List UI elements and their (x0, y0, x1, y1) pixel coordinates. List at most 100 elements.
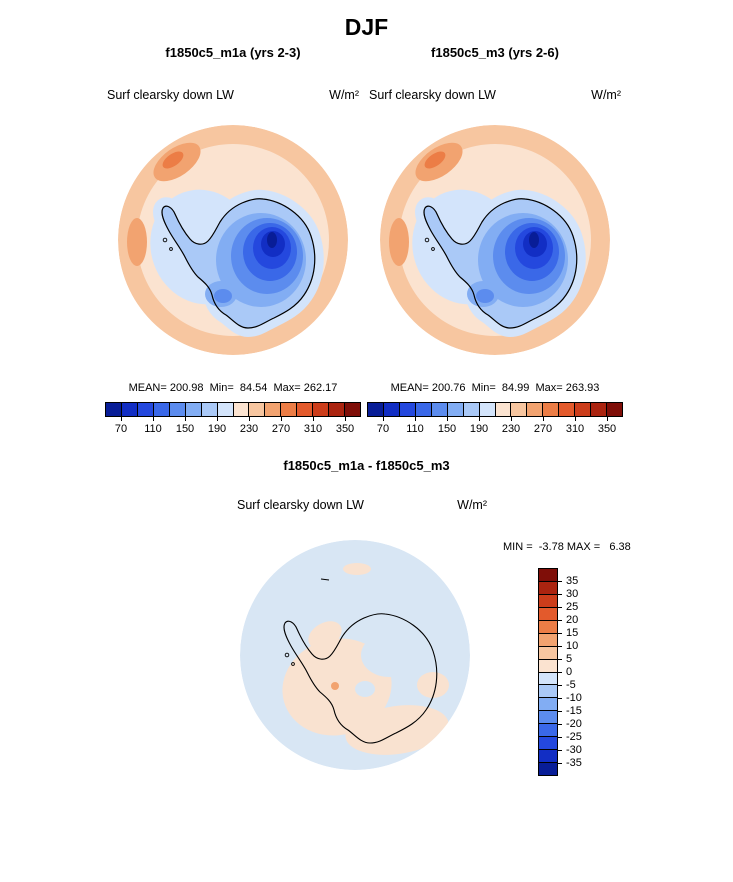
colorbar-segment (169, 403, 186, 416)
colorbar-tick-label: 20 (566, 614, 579, 626)
colorbar-tick (217, 417, 218, 421)
colorbar-segment (121, 403, 138, 416)
colorbar-tick (415, 417, 416, 421)
ice-core (267, 232, 277, 248)
colorbar-m1a: 70 110 150 190 230 270 310 350 (105, 402, 361, 435)
variable-label: Surf clearsky down LW (237, 498, 364, 512)
colorbar-tick-label: -25 (566, 731, 582, 743)
colorbar-tick-label: 150 (175, 423, 195, 435)
colorbar-segment (368, 403, 384, 416)
colorbar-tick (447, 417, 448, 421)
colorbar-tick (558, 698, 562, 699)
colorbar-tick (558, 685, 562, 686)
colorbar-segment (233, 403, 250, 416)
colorbar-tick (558, 672, 562, 673)
colorbar-segment (539, 581, 557, 595)
colorbar-segment (479, 403, 496, 416)
diff-warm-patch-3 (417, 672, 449, 698)
colorbar-segment (281, 403, 298, 416)
colorbar-tick-label: 110 (144, 423, 162, 435)
colorbar-segment (539, 672, 557, 686)
colorbar-segment (539, 685, 557, 699)
colorbar-tick (313, 417, 314, 421)
colorbar-segment (495, 403, 512, 416)
colorbar-segment (559, 403, 576, 416)
colorbar-segment (539, 659, 557, 673)
ice-core (529, 232, 539, 248)
colorbar-tick (558, 737, 562, 738)
colorbar-segment (463, 403, 480, 416)
colorbar-tick-label: 70 (114, 423, 128, 435)
colorbar-segment (539, 594, 557, 608)
colorbar-tick-label: -20 (566, 718, 582, 730)
colorbar-segment (201, 403, 218, 416)
colorbar-segment (153, 403, 170, 416)
colorbar-segment (539, 763, 557, 775)
colorbar-tick (383, 417, 384, 421)
colorbar-segment (591, 403, 608, 416)
colorbar-tick (153, 417, 154, 421)
colorbar-tick (558, 711, 562, 712)
colorbar-tick-label: 310 (303, 423, 323, 435)
units-label: W/m² (591, 88, 621, 102)
colorbar-segment (539, 698, 557, 712)
warm-patch-w (389, 218, 409, 266)
coastline (283, 613, 438, 744)
island-icon (431, 247, 435, 251)
island-icon (424, 237, 430, 243)
colorbar-tick (281, 417, 282, 421)
island-icon (169, 247, 173, 251)
colorbar-tick-label: 350 (335, 423, 355, 435)
diff-minmax: MIN = -3.78 MAX = 6.38 (503, 541, 631, 553)
colorbar-tick-label: 5 (566, 653, 573, 665)
colorbar-tick-label: 35 (566, 575, 579, 587)
colorbar-segment (297, 403, 314, 416)
stats-m1a: MEAN= 200.98 Min= 84.54 Max= 262.17 (128, 382, 338, 394)
island-icon (291, 662, 295, 666)
map-difference (240, 540, 470, 770)
panel-m1a-var-row: Surf clearsky down LW W/m² (105, 88, 361, 102)
colorbar-tick-label: -5 (566, 679, 576, 691)
diff-cool-patch-1 (361, 633, 417, 677)
colorbar-difference: 35 30 25 20 15 10 5 0 -5 -10 -15 -20 -25 -30 -35 (538, 568, 582, 776)
colorbar-tick (558, 659, 562, 660)
colorbar-tick (558, 607, 562, 608)
panel-m1a: f1850c5_m1a (yrs 2-3) Surf clearsky down… (105, 45, 361, 435)
colorbar-tick-label: -10 (566, 692, 582, 704)
panel-m3-var-row: Surf clearsky down LW W/m² (367, 88, 623, 102)
colorbar-segment (607, 403, 622, 416)
warm-patch-w (127, 218, 147, 266)
units-label: W/m² (457, 498, 487, 512)
colorbar-segment (383, 403, 400, 416)
colorbar-segment (511, 403, 528, 416)
colorbar-tick (479, 417, 480, 421)
diff-cool-patch-2 (355, 681, 375, 697)
colorbar-tick (607, 417, 608, 421)
colorbar-segment (527, 403, 544, 416)
map-m1a (118, 125, 348, 355)
diff-var-row: Surf clearsky down LW W/m² (237, 498, 487, 512)
diff-warm-spot (331, 682, 339, 690)
colorbar-tick (558, 633, 562, 634)
colorbar-tick-label: 190 (207, 423, 227, 435)
colorbar-segment (539, 569, 557, 582)
diff-title: f1850c5_m1a - f1850c5_m3 (283, 458, 450, 473)
stats-m3: MEAN= 200.76 Min= 84.99 Max= 263.93 (390, 382, 600, 394)
colorbar-segment (345, 403, 360, 416)
colorbar-segment (539, 607, 557, 621)
colorbar-tick-label: 25 (566, 601, 579, 613)
colorbar-tick (575, 417, 576, 421)
colorbar-tick-label: 0 (566, 666, 573, 678)
colorbar-tick-label: 150 (437, 423, 457, 435)
map-m3 (380, 125, 610, 355)
colorbar-segment (543, 403, 560, 416)
ice-band-2w (214, 289, 232, 303)
colorbar-tick-label: -15 (566, 705, 582, 717)
island-icon (162, 237, 168, 243)
colorbar-segment (313, 403, 330, 416)
variable-label: Surf clearsky down LW (369, 88, 496, 102)
colorbar-tick (558, 620, 562, 621)
colorbar-tick-label: 15 (566, 627, 579, 639)
island-icon (284, 652, 290, 658)
